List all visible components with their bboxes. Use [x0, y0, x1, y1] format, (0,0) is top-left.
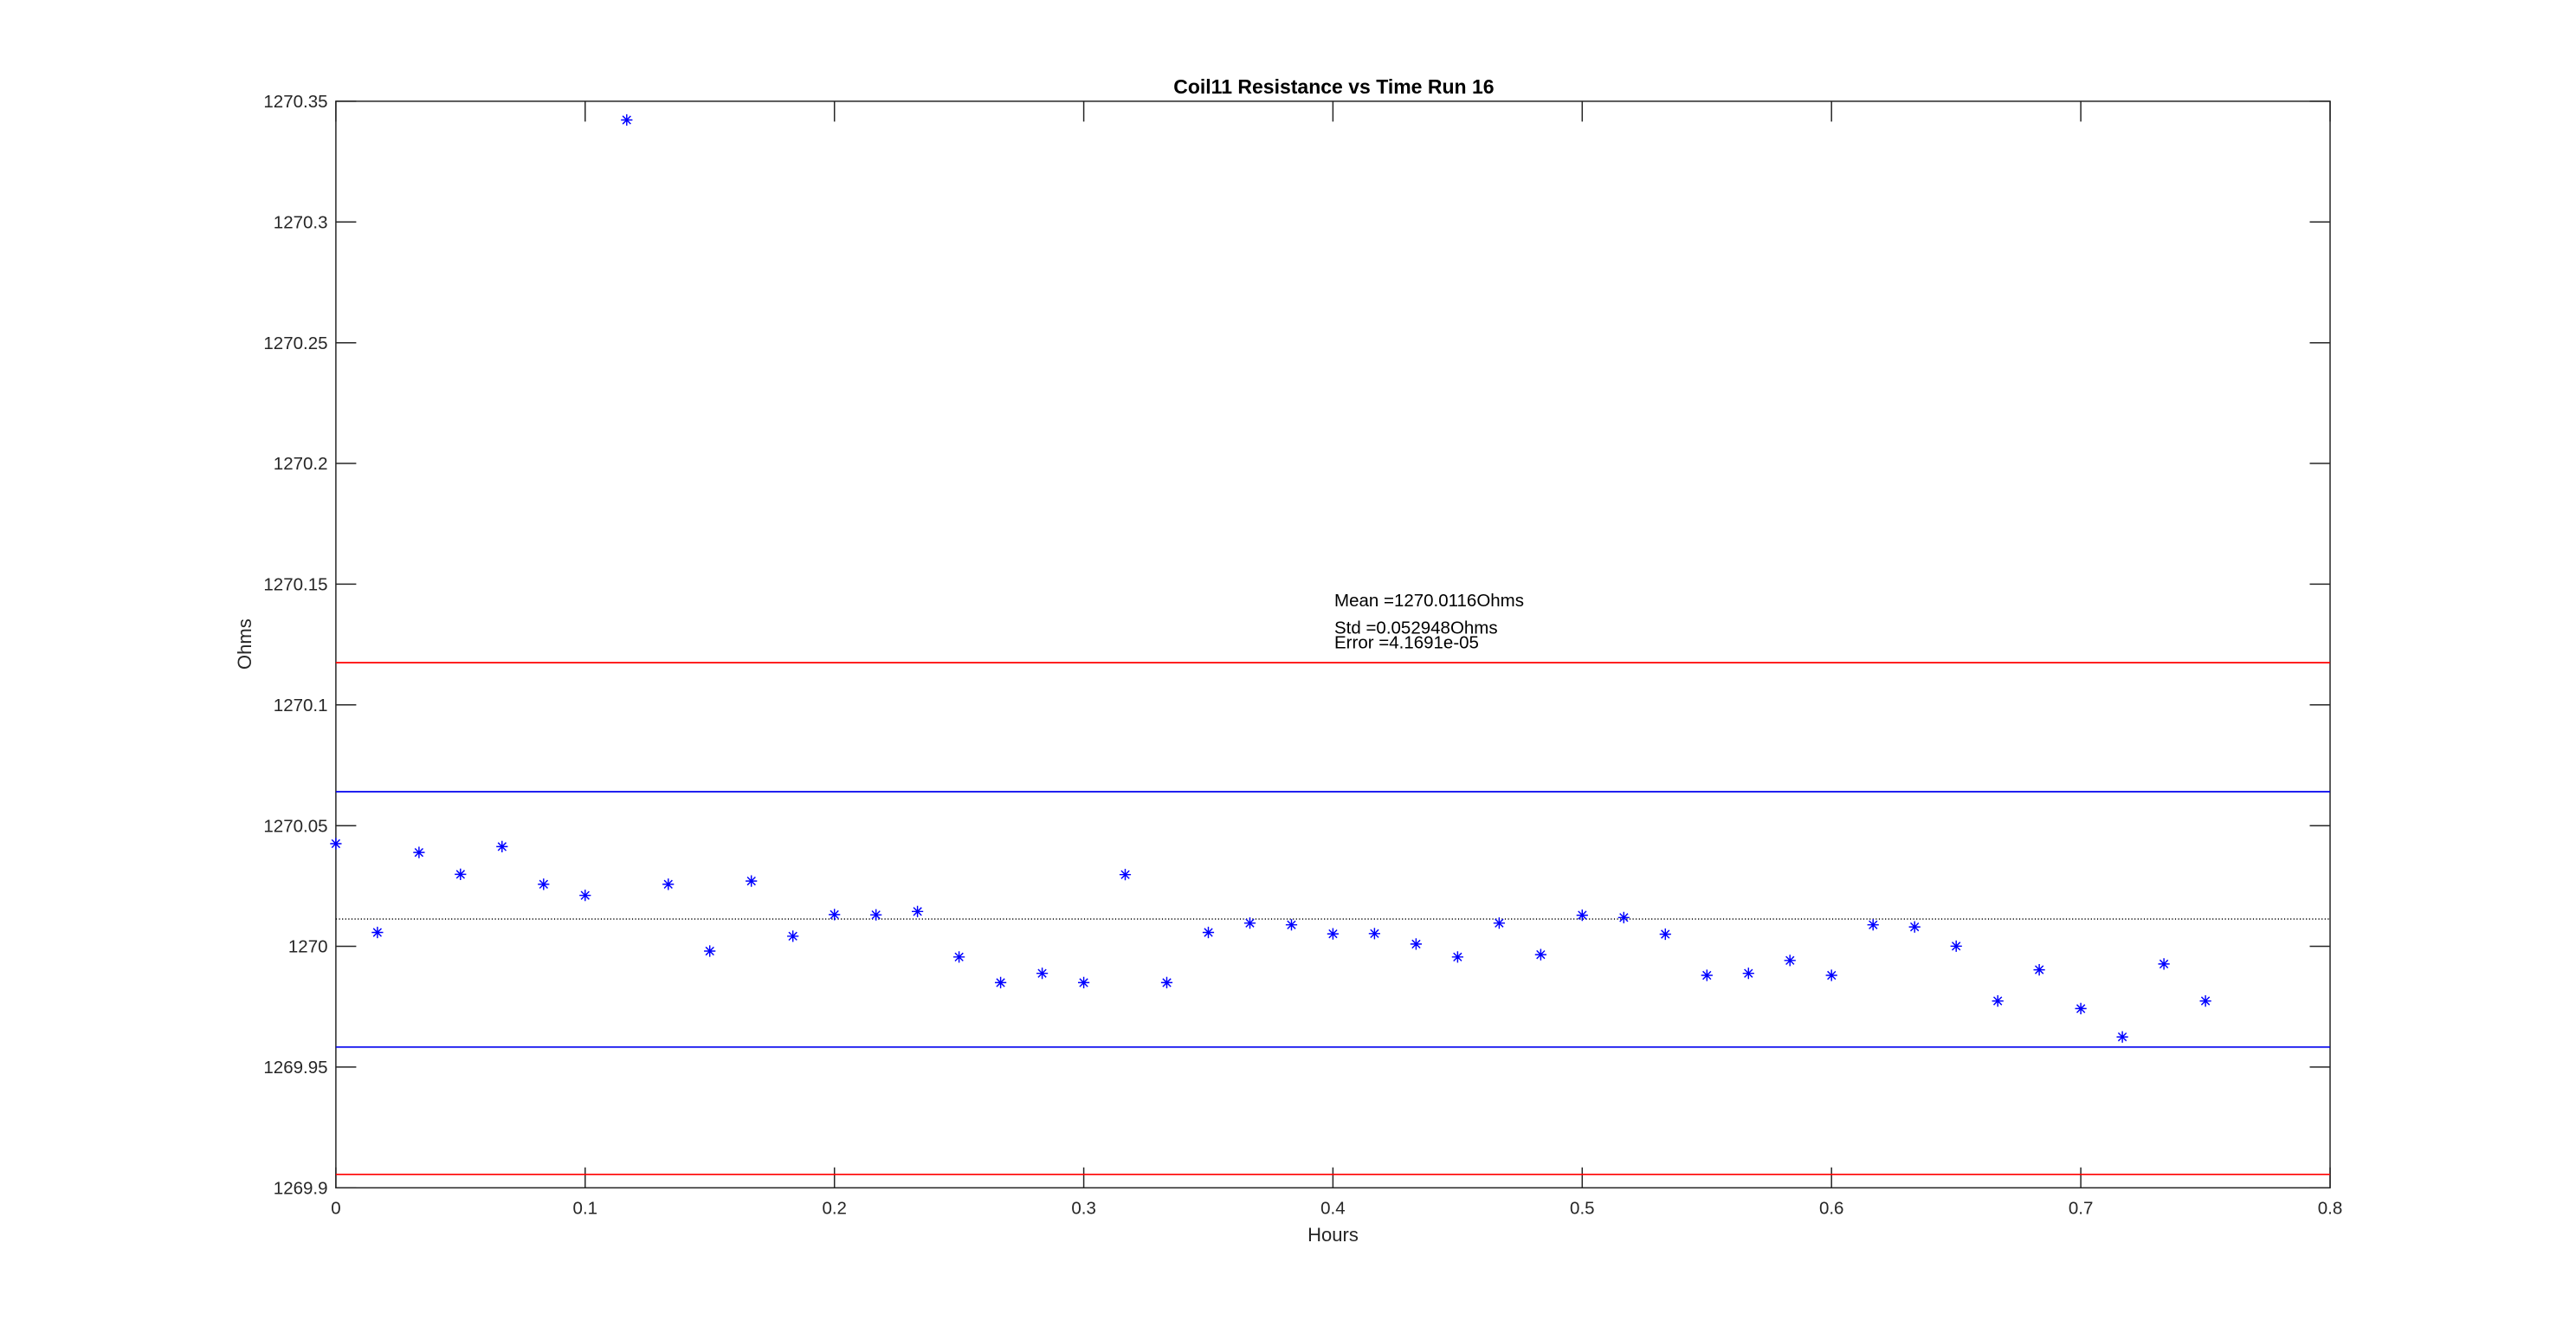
svg-text:0.2: 0.2: [822, 1199, 847, 1219]
svg-text:0.8: 0.8: [2318, 1199, 2343, 1219]
svg-text:0.4: 0.4: [1320, 1199, 1346, 1219]
svg-text:1269.9: 1269.9: [274, 1179, 328, 1199]
svg-text:0: 0: [331, 1199, 340, 1219]
svg-text:0.7: 0.7: [2069, 1199, 2094, 1219]
svg-text:1270.35: 1270.35: [263, 92, 327, 112]
svg-text:1270.25: 1270.25: [263, 333, 327, 353]
svg-text:1270: 1270: [288, 937, 328, 957]
svg-text:0.5: 0.5: [1570, 1199, 1595, 1219]
svg-text:Ohms: Ohms: [234, 618, 255, 670]
svg-text:1270.2: 1270.2: [274, 454, 328, 474]
svg-text:1270.3: 1270.3: [274, 213, 328, 233]
svg-text:1270.05: 1270.05: [263, 816, 327, 836]
svg-text:0.3: 0.3: [1071, 1199, 1096, 1219]
svg-text:Coil11 Resistance vs Time Run: Coil11 Resistance vs Time Run 16: [1173, 75, 1494, 98]
svg-text:0.1: 0.1: [573, 1199, 598, 1219]
svg-text:1270.1: 1270.1: [274, 696, 328, 715]
svg-text:0.6: 0.6: [1819, 1199, 1844, 1219]
svg-text:Hours: Hours: [1307, 1224, 1359, 1246]
svg-text:Mean =1270.0116Ohms: Mean =1270.0116Ohms: [1334, 591, 1524, 611]
svg-text:1270.15: 1270.15: [263, 575, 327, 595]
svg-text:Error =4.1691e-05: Error =4.1691e-05: [1334, 633, 1479, 653]
svg-text:Std =0.052948Ohms: Std =0.052948Ohms: [1334, 618, 1498, 638]
svg-text:1269.95: 1269.95: [263, 1058, 327, 1078]
